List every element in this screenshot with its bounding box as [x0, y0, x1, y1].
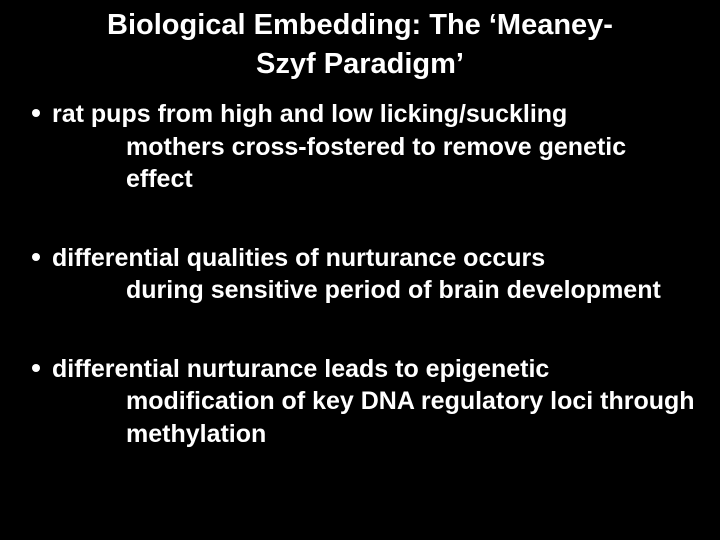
- bullet-continuation: modification of key DNA regulatory loci …: [52, 385, 696, 450]
- title-line-1: Biological Embedding: The ‘Meaney-: [107, 9, 613, 41]
- bullet-icon: [32, 109, 40, 117]
- bullet-list: rat pups from high and low licking/suckl…: [18, 98, 702, 450]
- title-line-2: Szyf Paradigm’: [256, 48, 464, 80]
- bullet-text: differential nurturance leads to epigene…: [52, 353, 696, 451]
- slide-title: Biological Embedding: The ‘Meaney- Szyf …: [18, 6, 702, 98]
- list-item: rat pups from high and low licking/suckl…: [32, 98, 696, 196]
- bullet-text: differential qualities of nurturance occ…: [52, 242, 696, 307]
- bullet-continuation: mothers cross-fostered to remove genetic…: [52, 131, 696, 196]
- list-item: differential nurturance leads to epigene…: [32, 353, 696, 451]
- bullet-first-line: differential nurturance leads to epigene…: [52, 355, 549, 383]
- slide: Biological Embedding: The ‘Meaney- Szyf …: [0, 0, 720, 540]
- bullet-text: rat pups from high and low licking/suckl…: [52, 98, 696, 196]
- bullet-icon: [32, 364, 40, 372]
- list-item: differential qualities of nurturance occ…: [32, 242, 696, 307]
- bullet-first-line: differential qualities of nurturance occ…: [52, 244, 545, 272]
- bullet-continuation: during sensitive period of brain develop…: [52, 274, 696, 307]
- bullet-first-line: rat pups from high and low licking/suckl…: [52, 100, 567, 128]
- bullet-icon: [32, 253, 40, 261]
